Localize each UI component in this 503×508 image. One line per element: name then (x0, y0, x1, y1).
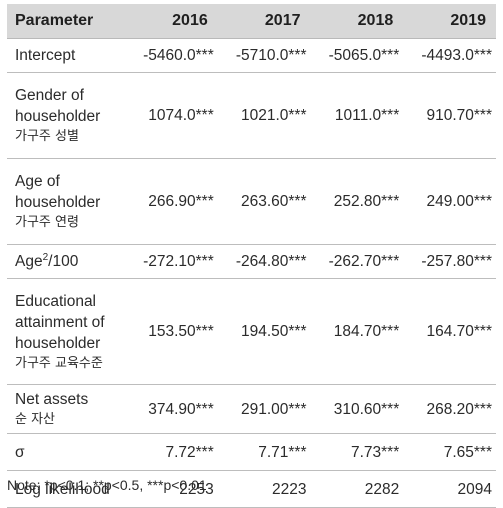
cell-value: 1021.0*** (217, 72, 311, 159)
header-year-2017: 2017 (217, 4, 311, 39)
regression-table: Parameter 2016 2017 2018 2019 Intercept … (7, 4, 496, 508)
cell-value: 164.70*** (403, 278, 496, 385)
regression-table-container: Parameter 2016 2017 2018 2019 Intercept … (7, 4, 496, 508)
table-row-age: Age of householder 가구주 연령 266.90*** 263.… (7, 158, 496, 245)
cell-value: 1011.0*** (310, 72, 404, 159)
header-year-2018: 2018 (310, 4, 404, 39)
cell-value: 249.00*** (403, 158, 496, 245)
significance-note: Note: *p<0.1; **p<0.5, ***p<0.01 (7, 477, 207, 493)
cell-value: 7.73*** (310, 433, 404, 471)
cell-value: 7.72*** (125, 433, 218, 471)
cell-value: 310.60*** (310, 384, 404, 434)
table-row-gender: Gender of householder 가구주 성별 1074.0*** 1… (7, 72, 496, 159)
cell-value: -257.80*** (403, 244, 496, 279)
table-row-sigma: σ 7.72*** 7.71*** 7.73*** 7.65*** (7, 433, 496, 471)
header-year-2016: 2016 (125, 4, 218, 39)
cell-value: -262.70*** (310, 244, 404, 279)
cell-value: -5710.0*** (217, 38, 311, 73)
row-label: Educational attainment of householder 가구… (7, 278, 125, 385)
row-label: Age of householder 가구주 연령 (7, 158, 125, 245)
row-label: σ (7, 433, 125, 471)
cell-value: -4493.0*** (403, 38, 496, 73)
cell-value: 184.70*** (310, 278, 404, 385)
row-label: Gender of householder 가구주 성별 (7, 72, 125, 159)
cell-value: 7.71*** (217, 433, 311, 471)
cell-value: -264.80*** (217, 244, 311, 279)
cell-value: 263.60*** (217, 158, 311, 245)
row-label: Net assets 순 자산 (7, 384, 125, 434)
cell-value: 7.65*** (403, 433, 496, 471)
cell-value: 374.90*** (125, 384, 218, 434)
cell-value: -5460.0*** (125, 38, 218, 73)
header-row: Parameter 2016 2017 2018 2019 (7, 4, 496, 39)
header-parameter: Parameter (7, 4, 125, 39)
cell-value: 252.80*** (310, 158, 404, 245)
table-row-education: Educational attainment of householder 가구… (7, 278, 496, 385)
header-year-2019: 2019 (403, 4, 496, 39)
table-row-net-assets: Net assets 순 자산 374.90*** 291.00*** 310.… (7, 384, 496, 434)
row-label: Intercept (7, 38, 125, 73)
cell-value: 268.20*** (403, 384, 496, 434)
cell-value: 1074.0*** (125, 72, 218, 159)
cell-value: 910.70*** (403, 72, 496, 159)
cell-value: 153.50*** (125, 278, 218, 385)
cell-value: 266.90*** (125, 158, 218, 245)
cell-value: -272.10*** (125, 244, 218, 279)
row-label: Age2/100 (7, 244, 125, 279)
cell-value: 194.50*** (217, 278, 311, 385)
cell-value: 291.00*** (217, 384, 311, 434)
cell-value: -5065.0*** (310, 38, 404, 73)
table-row-age-squared: Age2/100 -272.10*** -264.80*** -262.70**… (7, 244, 496, 279)
table-row-intercept: Intercept -5460.0*** -5710.0*** -5065.0*… (7, 38, 496, 73)
